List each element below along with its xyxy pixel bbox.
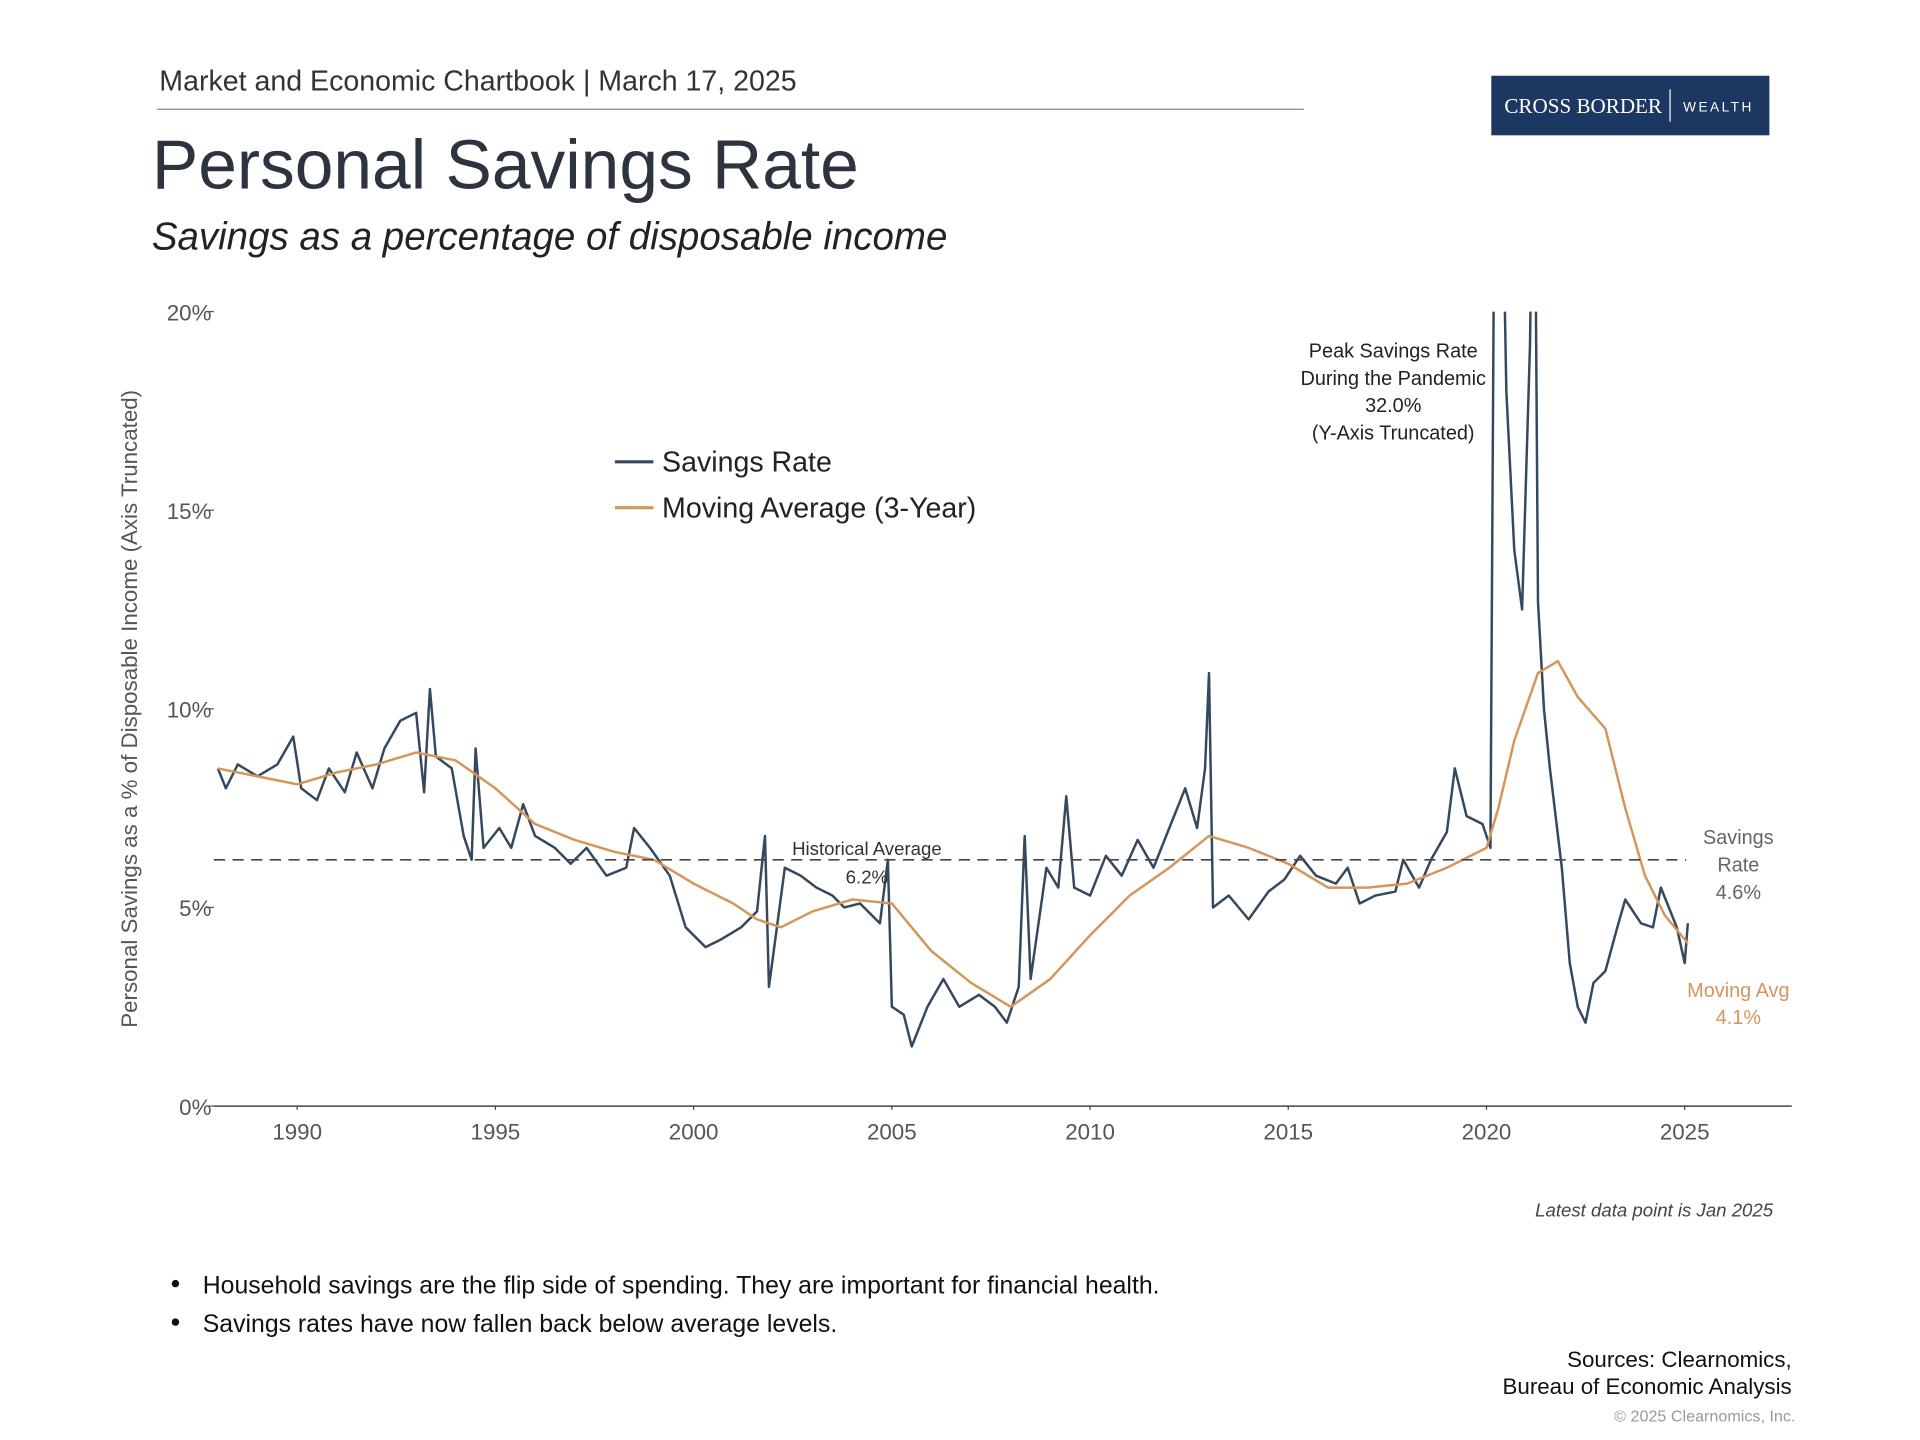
y-tick-label: 10% — [167, 698, 212, 723]
y-tick-label: 5% — [179, 896, 211, 921]
y-tick-label: 0% — [179, 1095, 211, 1120]
logo-right: WEALTH — [1683, 100, 1754, 115]
logo-left: CROSS BORDER — [1504, 94, 1663, 118]
chart-title: Personal Savings Rate — [152, 126, 859, 204]
copyright: © 2025 Clearnomics, Inc. — [1614, 1407, 1795, 1425]
source: Sources: Clearnomics, — [1567, 1347, 1792, 1372]
end-value-label: 4.6% — [1716, 882, 1761, 904]
y-tick-label: 15% — [167, 499, 212, 524]
legend-label: Savings Rate — [662, 447, 832, 479]
legend-label: Moving Average (3-Year) — [662, 493, 976, 525]
x-tick-label: 2025 — [1660, 1120, 1710, 1145]
average-label: Historical Average — [792, 838, 942, 859]
x-tick-label: 2015 — [1263, 1120, 1313, 1145]
series-line — [217, 659, 1689, 1009]
end-label: Rate — [1717, 854, 1759, 876]
end-label: Savings — [1703, 827, 1774, 849]
plot-area — [216, 311, 1690, 1048]
y-axis-label: Personal Savings as a % of Disposable In… — [117, 390, 142, 1028]
logo — [1491, 75, 1770, 136]
bullet-dot — [171, 1279, 180, 1288]
x-tick-label: 2000 — [669, 1120, 719, 1145]
y-tick-label: 20% — [167, 300, 212, 325]
x-tick-label: 2010 — [1065, 1120, 1115, 1145]
note: Latest data point is Jan 2025 — [1535, 1200, 1774, 1221]
end-value-label: 4.1% — [1716, 1007, 1761, 1029]
peak-annotation: During the Pandemic — [1301, 368, 1487, 390]
bullet-dot — [171, 1318, 180, 1326]
chartbook-header: Market and Economic Chartbook | March 17… — [159, 66, 796, 98]
peak-annotation: 32.0% — [1365, 395, 1421, 417]
average-value-label: 6.2% — [846, 866, 888, 887]
bullet: Household savings are the flip side of s… — [203, 1273, 1160, 1300]
x-tick-label: 2020 — [1462, 1120, 1512, 1145]
peak-annotation: Peak Savings Rate — [1309, 341, 1478, 363]
source: Bureau of Economic Analysis — [1503, 1374, 1792, 1399]
x-tick-label: 1995 — [471, 1120, 521, 1145]
chart-subtitle: Savings as a percentage of disposable in… — [152, 216, 948, 259]
bullet: Savings rates have now fallen back below… — [203, 1311, 837, 1338]
end-label: Moving Avg — [1687, 980, 1789, 1002]
peak-annotation: (Y-Axis Truncated) — [1312, 422, 1475, 444]
x-tick-label: 1990 — [272, 1120, 322, 1145]
x-tick-label: 2005 — [867, 1120, 917, 1145]
